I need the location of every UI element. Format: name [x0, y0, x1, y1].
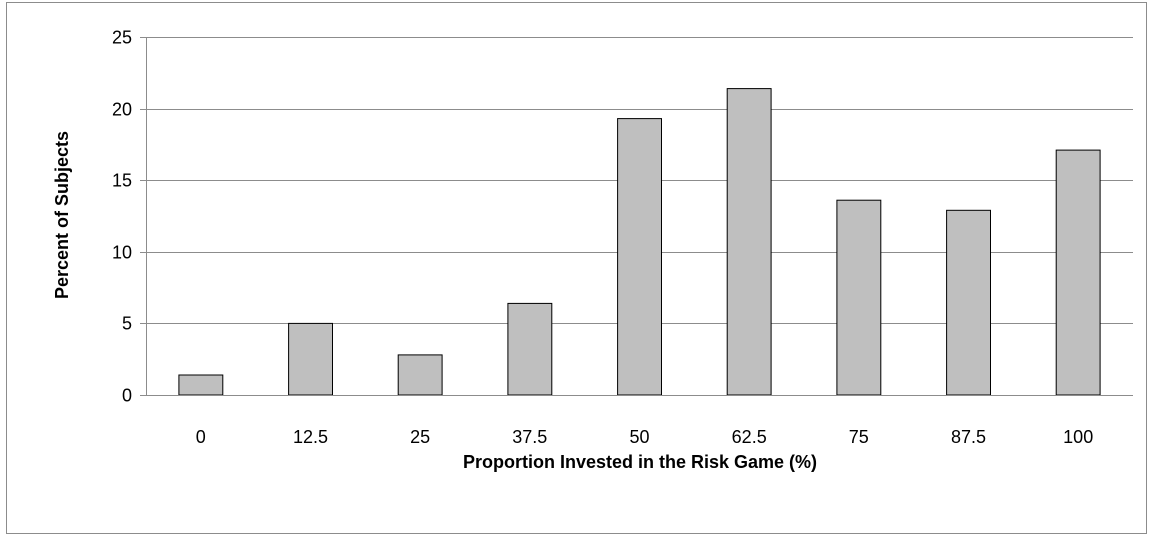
x-tick-label: 87.5: [951, 427, 986, 447]
y-tick-label: 25: [112, 28, 132, 48]
bar-87-5: [946, 209, 991, 396]
y-tick-labels: 0 5 10 15 20 25: [112, 28, 132, 406]
bar-25: [397, 354, 443, 396]
x-tick-label: 75: [849, 427, 869, 447]
bar-0: [178, 374, 224, 396]
y-tick-label: 0: [122, 386, 132, 406]
x-tick-label: 25: [410, 427, 430, 447]
bar-50: [617, 118, 662, 396]
bar-62-5: [726, 88, 772, 396]
x-tick-label: 62.5: [732, 427, 767, 447]
bar-100: [1055, 149, 1101, 396]
y-tick-label: 20: [112, 100, 132, 120]
x-tick-label: 100: [1063, 427, 1093, 447]
y-axis-title: Percent of Subjects: [52, 131, 72, 299]
x-axis-title: Proportion Invested in the Risk Game (%): [463, 452, 817, 472]
bar-37-5: [507, 302, 553, 396]
bar-75: [836, 199, 882, 396]
y-tick-label: 10: [112, 243, 132, 263]
x-tick-label: 0: [196, 427, 206, 447]
x-tick-label: 37.5: [512, 427, 547, 447]
x-tick-label: 50: [629, 427, 649, 447]
x-tick-labels: 0 12.5 25 37.5 50 62.5 75 87.5 100: [196, 427, 1093, 447]
axes: [140, 37, 1133, 396]
bars: [178, 88, 1101, 396]
x-tick-label: 12.5: [293, 427, 328, 447]
bar-12-5: [288, 322, 334, 396]
y-tick-label: 15: [112, 171, 132, 191]
y-tick-label: 5: [122, 314, 132, 334]
